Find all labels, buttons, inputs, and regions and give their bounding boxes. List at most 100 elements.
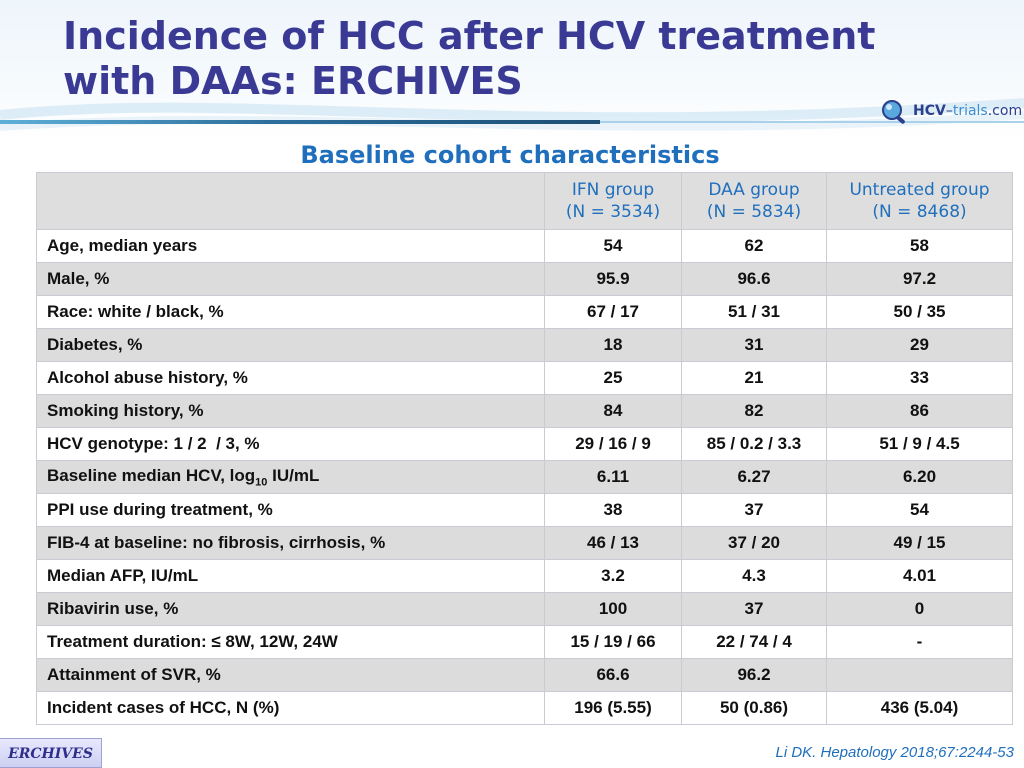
cell-daa: 51 / 31 — [681, 295, 827, 329]
logo-text: HCV–trials.com — [913, 102, 1022, 120]
table-row: Treatment duration: ≤ 8W, 12W, 24W 15 / … — [36, 625, 1013, 659]
cell-ifn: 46 / 13 — [544, 526, 682, 560]
cell-daa: 31 — [681, 328, 827, 362]
row-label-unit: IU/mL — [267, 465, 320, 485]
table-row: PPI use during treatment, % 38 37 54 — [36, 493, 1013, 527]
row-label: Median AFP, IU/mL — [36, 559, 545, 593]
row-label: Attainment of SVR, % — [36, 658, 545, 692]
column-header-ifn-name: IFN group — [571, 180, 655, 200]
cell-daa: 96.2 — [681, 658, 827, 692]
cell-daa: 37 — [681, 493, 827, 527]
cell-daa: 82 — [681, 394, 827, 428]
row-label: HCV genotype: 1 / 2 / 3, % — [36, 427, 545, 461]
row-label: Incident cases of HCC, N (%) — [36, 691, 545, 725]
cell-ifn: 6.11 — [544, 460, 682, 494]
row-label: Ribavirin use, % — [36, 592, 545, 626]
hcv-trials-logo: HCV–trials.com — [880, 98, 1022, 124]
cell-untreated: - — [826, 625, 1013, 659]
cell-ifn: 18 — [544, 328, 682, 362]
cell-daa: 62 — [681, 229, 827, 263]
logo-trials: trials — [952, 103, 988, 119]
cell-untreated: 51 / 9 / 4.5 — [826, 427, 1013, 461]
cell-daa: 22 / 74 / 4 — [681, 625, 827, 659]
cell-daa: 85 / 0.2 / 3.3 — [681, 427, 827, 461]
cell-daa: 50 (0.86) — [681, 691, 827, 725]
column-header-untreated-n: (N = 8468) — [872, 202, 967, 222]
cell-untreated: 97.2 — [826, 262, 1013, 296]
cell-daa: 37 — [681, 592, 827, 626]
baseline-characteristics-table: IFN group (N = 3534) DAA group (N = 5834) … — [36, 172, 1013, 725]
row-label: Diabetes, % — [36, 328, 545, 362]
cell-daa: 6.27 — [681, 460, 827, 494]
citation: Li DK. Hepatology 2018;67:2244-53 — [775, 744, 1014, 761]
table-row: Male, % 95.9 96.6 97.2 — [36, 262, 1013, 296]
cell-ifn: 196 (5.55) — [544, 691, 682, 725]
table-row: HCV genotype: 1 / 2 / 3, % 29 / 16 / 9 8… — [36, 427, 1013, 461]
header-rule-light — [600, 121, 1024, 123]
cell-untreated: 6.20 — [826, 460, 1013, 494]
cell-daa: 21 — [681, 361, 827, 395]
column-header-daa-n: (N = 5834) — [706, 202, 802, 222]
column-header-ifn-n: (N = 3534) — [565, 202, 661, 222]
cell-ifn: 95.9 — [544, 262, 682, 296]
column-header-untreated: Untreated group (N = 8468) — [826, 172, 1013, 230]
row-label: Male, % — [36, 262, 545, 296]
cell-ifn: 66.6 — [544, 658, 682, 692]
table-row: Age, median years 54 62 58 — [36, 229, 1013, 263]
title-line-2: with DAAs: ERCHIVES — [63, 59, 523, 103]
row-label: Age, median years — [36, 229, 545, 263]
title-line-1: Incidence of HCC after HCV treatment — [63, 14, 876, 58]
table-row: Diabetes, % 18 31 29 — [36, 328, 1013, 362]
table-row: Race: white / black, % 67 / 17 51 / 31 5… — [36, 295, 1013, 329]
cell-daa: 4.3 — [681, 559, 827, 593]
study-tag: ERCHIVES — [0, 738, 102, 768]
slide-title: Incidence of HCC after HCV treatment wit… — [63, 14, 883, 104]
cell-untreated: 33 — [826, 361, 1013, 395]
table-row: Median AFP, IU/mL 3.2 4.3 4.01 — [36, 559, 1013, 593]
cell-ifn: 29 / 16 / 9 — [544, 427, 682, 461]
table-row: Alcohol abuse history, % 25 21 33 — [36, 361, 1013, 395]
table-row: Incident cases of HCC, N (%) 196 (5.55) … — [36, 691, 1013, 725]
cell-untreated: 0 — [826, 592, 1013, 626]
column-header-daa-name: DAA group — [708, 180, 800, 200]
cell-untreated: 49 / 15 — [826, 526, 1013, 560]
table-subtitle: Baseline cohort characteristics — [300, 141, 720, 169]
row-label: Baseline median HCV, log10 IU/mL — [36, 460, 545, 494]
cell-ifn: 25 — [544, 361, 682, 395]
logo-com: .com — [987, 103, 1023, 119]
row-label-subscript: 10 — [255, 476, 268, 489]
row-label: PPI use during treatment, % — [36, 493, 545, 527]
table-row: Ribavirin use, % 100 37 0 — [36, 592, 1013, 626]
cell-ifn: 15 / 19 / 66 — [544, 625, 682, 659]
cell-untreated: 50 / 35 — [826, 295, 1013, 329]
row-label: FIB-4 at baseline: no fibrosis, cirrhosi… — [36, 526, 545, 560]
cell-ifn: 54 — [544, 229, 682, 263]
cell-ifn: 67 / 17 — [544, 295, 682, 329]
cell-untreated: 58 — [826, 229, 1013, 263]
cell-ifn: 100 — [544, 592, 682, 626]
column-header-untreated-name: Untreated group — [849, 180, 990, 200]
cell-daa: 37 / 20 — [681, 526, 827, 560]
cell-untreated — [826, 658, 1013, 692]
row-label: Alcohol abuse history, % — [36, 361, 545, 395]
table-header-row: IFN group (N = 3534) DAA group (N = 5834) … — [36, 172, 1013, 230]
cell-daa: 96.6 — [681, 262, 827, 296]
cell-untreated: 29 — [826, 328, 1013, 362]
column-header-daa: DAA group (N = 5834) — [681, 172, 827, 230]
cell-untreated: 54 — [826, 493, 1013, 527]
table-row: Baseline median HCV, log10 IU/mL 6.11 6.… — [36, 460, 1013, 494]
header-rule — [0, 120, 600, 124]
row-label: Race: white / black, % — [36, 295, 545, 329]
cell-ifn: 38 — [544, 493, 682, 527]
logo-separator: – — [945, 103, 953, 119]
cell-untreated: 4.01 — [826, 559, 1013, 593]
row-label-text: Baseline median HCV, log — [47, 465, 256, 485]
table-row: Attainment of SVR, % 66.6 96.2 — [36, 658, 1013, 692]
logo-hcv: HCV — [913, 103, 946, 119]
table-row: FIB-4 at baseline: no fibrosis, cirrhosi… — [36, 526, 1013, 560]
table-row: Smoking history, % 84 82 86 — [36, 394, 1013, 428]
cell-untreated: 86 — [826, 394, 1013, 428]
cell-ifn: 3.2 — [544, 559, 682, 593]
cell-ifn: 84 — [544, 394, 682, 428]
row-label: Smoking history, % — [36, 394, 545, 428]
